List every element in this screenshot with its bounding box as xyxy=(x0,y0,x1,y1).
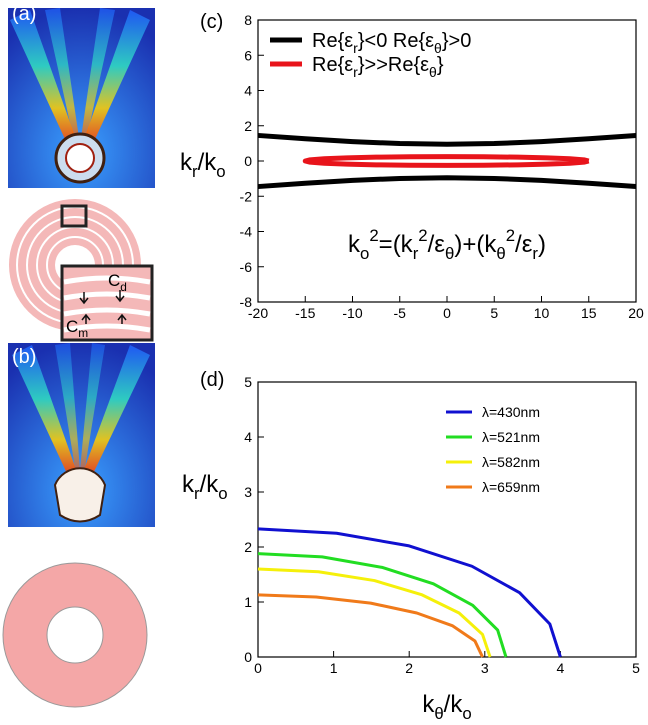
ring-a xyxy=(9,199,152,340)
legend-label-part: Re{ε xyxy=(312,54,353,76)
x-tick-label: 20 xyxy=(628,305,644,321)
x-tick-label: 3 xyxy=(481,660,489,676)
y-tick-label: 2 xyxy=(244,118,252,134)
legend-label: Re{εr}<0 Re{εθ}>0 xyxy=(312,30,471,56)
y-tick-label: -8 xyxy=(240,294,253,310)
y-tick-label: 4 xyxy=(244,429,252,445)
equation-part: 2 xyxy=(418,226,427,245)
x-axis-label-part: o xyxy=(462,704,471,723)
inset-label-part: C xyxy=(108,271,120,290)
y-tick-label: 2 xyxy=(244,539,252,555)
inset-label-part: d xyxy=(120,280,127,294)
x-tick-label: 15 xyxy=(581,305,597,321)
equation-part: o xyxy=(360,244,369,263)
x-axis-label: kθ/ko xyxy=(422,691,471,723)
plot-frame xyxy=(258,382,636,657)
x-tick-label: 1 xyxy=(330,660,338,676)
x-tick-label: -10 xyxy=(342,305,362,321)
equation-part: θ xyxy=(445,244,454,263)
y-axis-label-part: o xyxy=(218,484,227,503)
equation-part: /ε xyxy=(515,231,533,258)
equation-part: 2 xyxy=(369,226,378,245)
panel-label: (a) xyxy=(12,3,36,25)
data-line xyxy=(258,569,490,657)
equation: ko2=(kr2/εθ)+(kθ2/εr) xyxy=(348,226,546,263)
inset-label-part: C xyxy=(66,317,78,336)
y-axis-label-part: /k xyxy=(198,149,218,176)
data-line xyxy=(258,595,483,657)
y-axis-label: kr/ko xyxy=(182,471,228,503)
x-axis-label-part: θ xyxy=(434,704,443,723)
panel-label: (c) xyxy=(200,11,223,33)
ring-b xyxy=(3,563,147,707)
y-tick-label: 0 xyxy=(244,153,252,169)
legend-label-part: }>>Re{ε xyxy=(358,54,429,76)
y-tick-label: 3 xyxy=(244,484,252,500)
equation-part: )+(k xyxy=(454,231,497,258)
equation-part: θ xyxy=(496,244,505,263)
x-axis-label-part: /k xyxy=(444,691,464,718)
legend-label: λ=521nm xyxy=(482,429,540,445)
x-tick-label: 0 xyxy=(254,660,262,676)
y-axis-label-part: /k xyxy=(200,471,220,498)
x-tick-label: 4 xyxy=(557,660,565,676)
y-axis-label: kr/ko xyxy=(180,149,226,181)
data-line xyxy=(258,529,560,657)
equation-part: r xyxy=(413,244,419,263)
legend-label-part: }>0 xyxy=(442,30,471,52)
x-tick-label: 0 xyxy=(443,305,451,321)
x-tick-label: 10 xyxy=(534,305,550,321)
equation-part: /ε xyxy=(428,231,446,258)
equation-part: 2 xyxy=(506,226,515,245)
page: (a) (b) CdCm-20-15-10-505101520-8-6-4-20… xyxy=(0,0,648,725)
legend-label: λ=582nm xyxy=(482,454,540,470)
x-tick-label: -5 xyxy=(394,305,407,321)
y-tick-label: -4 xyxy=(240,224,253,240)
x-tick-label: -15 xyxy=(295,305,315,321)
x-tick-label: 5 xyxy=(632,660,640,676)
y-tick-label: 8 xyxy=(244,12,252,28)
legend-label-part: θ xyxy=(429,64,437,80)
y-tick-label: 1 xyxy=(244,594,252,610)
field-map-a xyxy=(8,8,155,188)
equation-part: =(k xyxy=(379,231,414,258)
legend-label-part: }<0 Re{ε xyxy=(358,30,434,52)
x-tick-label: 2 xyxy=(405,660,413,676)
figure: (a) (b) CdCm-20-15-10-505101520-8-6-4-20… xyxy=(0,0,648,725)
equation-part: ) xyxy=(538,231,546,258)
legend-label: Re{εr}>>Re{εθ} xyxy=(312,54,444,80)
legend-label-part: Re{ε xyxy=(312,30,353,52)
legend-label: λ=659nm xyxy=(482,479,540,495)
field-map-b xyxy=(8,343,155,527)
data-line xyxy=(305,157,589,166)
legend-label-part: } xyxy=(437,54,444,76)
panel-label: (b) xyxy=(12,346,36,368)
y-tick-label: 5 xyxy=(244,374,252,390)
x-tick-label: 5 xyxy=(490,305,498,321)
legend-label: λ=430nm xyxy=(482,404,540,420)
y-tick-label: -2 xyxy=(240,188,253,204)
y-tick-label: 4 xyxy=(244,83,252,99)
y-axis-label-part: o xyxy=(216,162,225,181)
y-tick-label: -6 xyxy=(240,259,253,275)
y-tick-label: 0 xyxy=(244,649,252,665)
inset-label-part: m xyxy=(78,326,88,340)
y-tick-label: 6 xyxy=(244,47,252,63)
panel-label: (d) xyxy=(200,369,224,391)
